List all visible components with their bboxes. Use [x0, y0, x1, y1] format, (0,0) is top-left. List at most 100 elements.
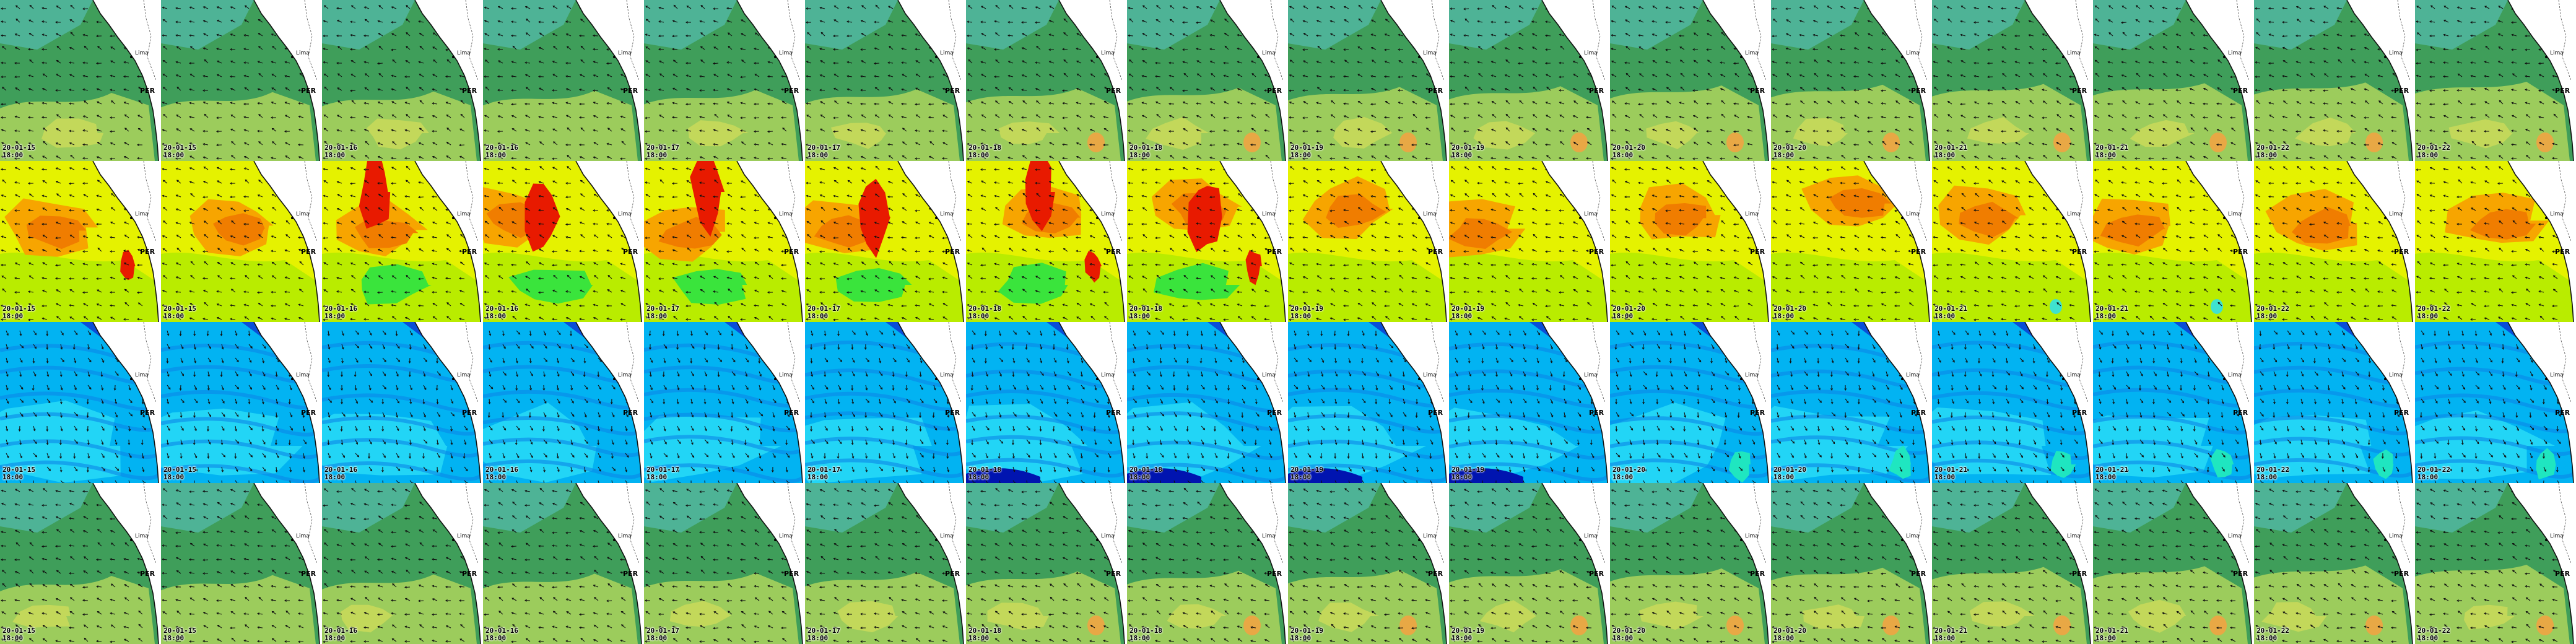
wind-arrow: [1182, 116, 1188, 118]
wind-arrow-head: [1895, 155, 1897, 159]
wind-arrow: [1303, 33, 1308, 37]
wind-arrow: [1987, 143, 1993, 146]
timestamp-label: 20-01-20 18:00: [1773, 144, 1806, 159]
wind-arrow-head: [365, 154, 368, 157]
wind-arrow: [111, 100, 116, 105]
wind-arrow-head: [1264, 142, 1268, 144]
map-tile-wave-2[interactable]: Lima PER 20-01-15 18:00: [161, 161, 322, 322]
map-tile-wind-11[interactable]: Lima PER 20-01-20 18:00: [1610, 0, 1771, 161]
wind-arrow: [1786, 48, 1791, 50]
map-tile-wave-1[interactable]: Lima PER 20-01-15 18:00: [0, 161, 161, 322]
map-tile-wind-5[interactable]: Lima PER 20-01-17 18:00: [644, 0, 805, 161]
wind-arrow-head: [1450, 89, 1452, 92]
wind-arrow-head: [1412, 101, 1415, 103]
map-tile-wind-13[interactable]: Lima PER 20-01-21 18:00: [1932, 0, 2093, 161]
wind-arrow: [2295, 144, 2302, 146]
wind-arrow-head: [1224, 19, 1227, 21]
wind-arrow: [1639, 73, 1644, 77]
wind-arrow-head: [1049, 74, 1051, 77]
wind-arrow: [1303, 6, 1308, 9]
wind-arrow-head: [243, 74, 246, 77]
wind-arrow-head: [2056, 87, 2059, 90]
map-tile-wind-15[interactable]: Lima PER 20-01-22 18:00: [2254, 0, 2415, 161]
wind-arrow: [580, 156, 585, 159]
wind-arrow: [271, 102, 277, 105]
wind-arrow: [2190, 141, 2195, 146]
wind-arrow: [1747, 116, 1753, 118]
wind-arrow: [1183, 73, 1188, 77]
wind-arrow: [42, 33, 48, 37]
map-tile-wind-1[interactable]: Lima PER 20-01-15 18:00: [0, 0, 161, 161]
map-tile-wind-6[interactable]: Lima PER 20-01-17 18:00: [805, 0, 966, 161]
wind-arrow: [2511, 144, 2517, 146]
wind-arrow-head: [1385, 100, 1388, 103]
wind-arrow-head: [364, 19, 367, 22]
wind-arrow-head: [915, 114, 918, 117]
wind-arrow: [1129, 46, 1134, 50]
wind-arrow-head: [2217, 73, 2220, 76]
wind-arrow: [525, 142, 531, 146]
wind-arrow: [1090, 129, 1095, 132]
wind-arrow: [217, 74, 222, 77]
wind-arrow-head: [363, 102, 367, 105]
wind-arrow: [1960, 115, 1966, 118]
wind-arrow-head: [41, 277, 45, 280]
wind-arrow: [2378, 142, 2383, 146]
map-tile-wind-9[interactable]: Lima PER 20-01-19 18:00: [1288, 0, 1449, 161]
wind-arrow-head: [271, 74, 274, 76]
wind-arrow: [1129, 19, 1134, 23]
wind-arrow-head: [1250, 143, 1253, 146]
wind-arrow-head: [968, 100, 971, 103]
wind-arrow: [1519, 5, 1524, 9]
map-tile-wind-10[interactable]: Lima PER 20-01-19 18:00: [1449, 0, 1610, 161]
map-tile-wind-16[interactable]: Lima PER 20-01-22 18:00: [2415, 0, 2576, 161]
wind-arrow-head: [2094, 59, 2097, 63]
wind-arrow-head: [1289, 157, 1291, 160]
wind-arrow-head: [1853, 89, 1856, 92]
map-tile-wind-3[interactable]: Lima PER 20-01-16 18:00: [322, 0, 483, 161]
wind-arrow: [83, 194, 89, 198]
map-tile-wind-8[interactable]: Lima PER 20-01-18 18:00: [1127, 0, 1288, 161]
wind-arrow-head: [406, 87, 409, 89]
land-mass: [898, 0, 966, 161]
wind-arrow-head: [432, 88, 435, 91]
wind-arrow-head: [2216, 143, 2219, 146]
wind-arrow-head: [1398, 143, 1400, 146]
wind-arrow-head: [1478, 87, 1481, 89]
wind-arrow: [1533, 74, 1538, 77]
wind-arrow-head: [1572, 115, 1575, 118]
wind-arrow: [337, 115, 342, 118]
map-tile-wind-2[interactable]: Lima PER 20-01-15 18:00: [161, 0, 322, 161]
map-tile-wind-14[interactable]: Lima PER 20-01-21 18:00: [2093, 0, 2254, 161]
map-tile-wind-4[interactable]: Lima PER 20-01-16 18:00: [483, 0, 644, 161]
wind-arrow-head: [1329, 47, 1333, 50]
wind-arrow-head: [1611, 20, 1614, 23]
wind-arrow: [163, 60, 168, 64]
wind-arrow-head: [1706, 156, 1709, 159]
wind-arrow: [1049, 33, 1055, 37]
map-tile-wind-7[interactable]: Lima PER 20-01-18 18:00: [966, 0, 1127, 161]
wind-arrow-head: [123, 318, 126, 321]
wind-arrow-head: [2364, 143, 2366, 146]
wind-arrow: [2430, 143, 2435, 146]
wind-arrow: [230, 168, 236, 170]
wind-arrow: [124, 114, 129, 118]
wind-arrow: [1169, 115, 1175, 118]
wind-arrow: [15, 302, 20, 307]
wind-arrow-head: [2416, 155, 2419, 159]
wind-arrow-head: [216, 290, 219, 293]
wind-arrow-head: [243, 235, 246, 238]
wind-arrow: [1303, 142, 1308, 146]
wind-arrow-head: [2429, 20, 2432, 23]
wind-arrow-head: [1987, 89, 1990, 92]
wind-arrow-head: [1933, 129, 1936, 131]
wind-arrow-head: [1572, 61, 1575, 63]
wind-arrow-head: [2485, 45, 2488, 48]
wind-arrow-head: [96, 194, 99, 198]
wind-arrow-head: [846, 61, 850, 64]
map-tile-wind-12[interactable]: Lima PER 20-01-20 18:00: [1771, 0, 1932, 161]
wind-arrow: [1505, 100, 1510, 105]
wind-arrow: [1734, 115, 1739, 118]
wind-arrow: [204, 114, 209, 118]
